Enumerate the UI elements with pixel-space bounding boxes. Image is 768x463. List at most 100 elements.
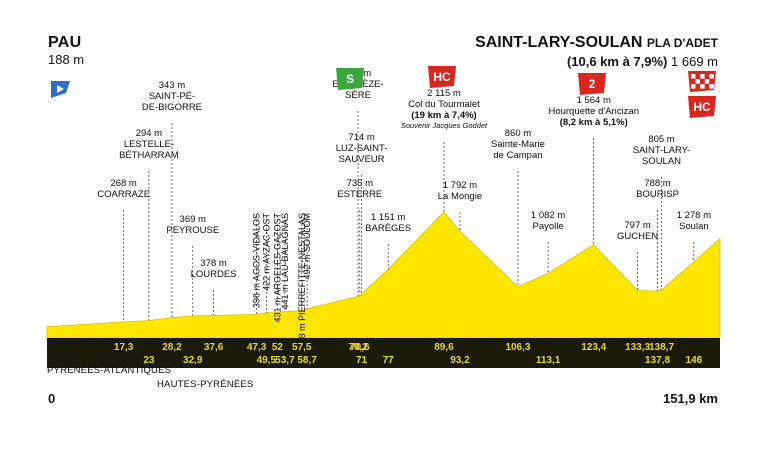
- region-pyrenees-atlantiques: PYRÉNÉES-ATLANTIQUES: [47, 365, 172, 376]
- finish-flag-check: [691, 84, 696, 89]
- waypoint-altitude: 369 m: [180, 214, 206, 225]
- finish-town: SAINT-LARY-SOULAN PLA D'ADET: [475, 34, 718, 52]
- waypoint-name: SAUVEUR: [339, 154, 385, 165]
- km-label: 146: [686, 355, 703, 366]
- km-label: 58,7: [297, 355, 317, 366]
- waypoint-altitude: 1 792 m: [443, 180, 477, 191]
- waypoint-altitude: 788 m: [644, 178, 670, 189]
- km-label: 52: [272, 342, 284, 353]
- hc-finish-badge-label: HC: [693, 100, 711, 114]
- waypoint-name: La Mongie: [438, 191, 482, 202]
- start-town: PAU: [48, 34, 82, 51]
- waypoint-name: de Campan: [493, 150, 542, 161]
- finish-flag-check: [709, 84, 714, 89]
- km-label: 93,2: [450, 355, 470, 366]
- finish-flag-check: [691, 74, 696, 79]
- finish-flag-check: [700, 84, 705, 89]
- waypoint-name: LOURDES: [191, 269, 237, 280]
- finish-town-name: SAINT-LARY-SOULAN: [475, 34, 643, 51]
- finish-flag-check: [700, 74, 705, 79]
- sprint-badge-label: S: [346, 72, 354, 86]
- waypoint-name: SAINT-LARY-: [633, 145, 691, 156]
- hc-finish-badge: HC: [688, 96, 716, 118]
- waypoint-label-group: 1 792 mLa Mongie: [438, 180, 482, 202]
- cat2-badge-label: 2: [589, 77, 596, 91]
- hc-tourmalet-badge-shape: [428, 66, 456, 88]
- waypoint-label: 422 m AYZAC-OST: [261, 213, 271, 291]
- km-label: 138,7: [649, 342, 674, 353]
- km-label: 133,3: [625, 342, 650, 353]
- hc-finish-badge-shape: [688, 96, 716, 118]
- km-label: 71: [356, 355, 368, 366]
- km-label: 49,5: [257, 355, 277, 366]
- finish-climb-line: (10,6 km à 7,9%) 1 669 m: [475, 54, 718, 69]
- waypoint-name: COARRAZE: [97, 189, 150, 200]
- waypoint-name: LUZ-SAINT-: [336, 143, 388, 154]
- finish-subtitle: PLA D'ADET: [646, 36, 718, 50]
- finish-header: SAINT-LARY-SOULAN PLA D'ADET (10,6 km à …: [475, 34, 718, 69]
- waypoint-name: Soulan: [679, 221, 709, 232]
- waypoint-altitude: 378 m: [200, 258, 226, 269]
- waypoint-altitude: 1 564 m: [577, 95, 611, 106]
- waypoint-altitude: 714 m: [348, 132, 374, 143]
- waypoint-altitude: 294 m: [136, 128, 162, 139]
- region-hautes-pyrenees: HAUTES-PYRÉNÉES: [157, 379, 254, 390]
- waypoint-label: 492 m SOULOM: [302, 213, 312, 280]
- waypoint-label: 458 m PIERREFITTE-NESTALAS: [297, 213, 307, 348]
- waypoint-altitude: 1 151 m: [371, 212, 405, 223]
- waypoint-altitude: 268 m: [110, 178, 136, 189]
- sprint-badge-shape: [336, 68, 364, 90]
- waypoint-name: BARÈGES: [365, 223, 411, 234]
- waypoint-altitude: 1 278 m: [677, 210, 711, 221]
- start-flag-icon: [51, 81, 70, 98]
- distance-total: 151,9 km: [663, 391, 718, 406]
- waypoint-name: SOULAN: [642, 156, 681, 167]
- waypoint-name: Hourquette d'Ancizan: [548, 106, 639, 117]
- km-label: 77: [383, 355, 395, 366]
- waypoint-label: 398 m AGOS-VIDALOS: [252, 213, 262, 308]
- km-label: 17,3: [114, 342, 134, 353]
- finish-flag-check: [695, 79, 700, 84]
- waypoint-altitude: 2 115 m: [427, 88, 461, 99]
- sprint-badge: S: [336, 68, 364, 90]
- km-label: 53,7: [275, 355, 295, 366]
- finish-flag-check: [704, 79, 710, 84]
- waypoint-name: ESTERRE: [337, 189, 382, 200]
- km-label: 32,9: [183, 355, 203, 366]
- km-label: 28,2: [162, 342, 182, 353]
- km-label: 37,6: [204, 342, 224, 353]
- km-label: 106,3: [505, 342, 530, 353]
- km-label: 70,6: [350, 342, 370, 353]
- waypoint-altitude: 735 m: [347, 178, 373, 189]
- finish-altitude: 1 669 m: [671, 54, 718, 69]
- waypoint-name: BÉTHARRAM: [119, 150, 179, 161]
- waypoint-climb: (19 km à 7,4%): [411, 110, 476, 121]
- waypoint-altitude: 860 m: [505, 128, 531, 139]
- km-label: 89,6: [434, 342, 454, 353]
- waypoint-name: SÈRE: [345, 90, 371, 101]
- km-label: 23: [143, 355, 155, 366]
- distance-start: 0: [48, 391, 56, 406]
- hc-tourmalet-badge-label: HC: [433, 70, 451, 84]
- waypoint-name: Payolle: [533, 221, 564, 232]
- km-label: 70,2: [348, 342, 368, 353]
- waypoint-label: 441 m LAU-BALAGNAS: [280, 213, 290, 310]
- waypoint-label: 431 m ARGELÈS-GAZOST: [272, 213, 282, 323]
- finish-flag-check: [709, 74, 714, 79]
- km-label: 47,3: [247, 342, 267, 353]
- finish-flag-icon: [688, 71, 716, 92]
- km-band: [47, 338, 720, 368]
